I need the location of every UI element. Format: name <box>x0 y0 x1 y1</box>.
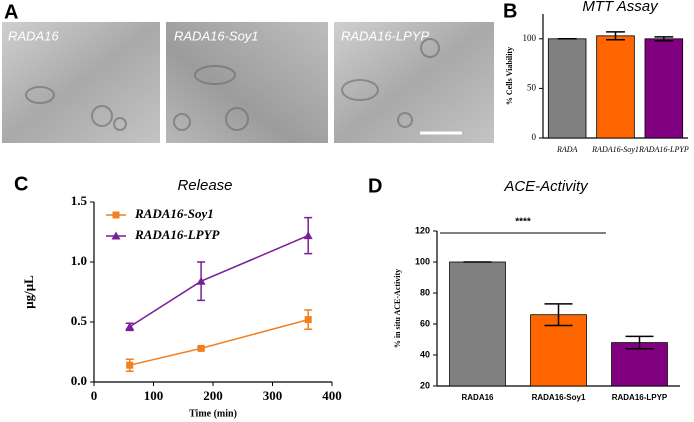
bar <box>547 38 587 139</box>
x-tick-label: 100 <box>144 388 164 403</box>
error-bar <box>544 303 573 327</box>
y-axis-label: % Cells Viability <box>505 47 514 105</box>
chart-title: Release <box>177 177 232 194</box>
y-axis-label: % in situ ACE-Activity <box>393 269 402 348</box>
y-tick-label: 50 <box>527 82 537 92</box>
error-bar <box>625 335 654 350</box>
cell-outlines <box>25 38 440 131</box>
y-axis-label: μg/μL <box>21 275 36 309</box>
x-tick-label: 200 <box>203 388 223 403</box>
x-tick-label: 0 <box>91 388 98 403</box>
marker <box>197 344 205 352</box>
legend-marker <box>111 231 121 240</box>
x-tick-label: RADA <box>556 145 578 154</box>
y-tick-label: 60 <box>420 318 430 328</box>
micrograph <box>334 22 494 143</box>
y-tick-label: 0 <box>532 132 537 142</box>
panel-label: A <box>4 1 18 23</box>
marker <box>196 276 206 285</box>
marker <box>126 361 134 369</box>
y-tick-label: 0.5 <box>71 313 88 328</box>
chart-title: MTT Assay <box>582 0 659 15</box>
bar <box>644 38 684 139</box>
chart-title: ACE-Activity <box>503 178 589 195</box>
bar <box>530 314 587 387</box>
x-axis-label: Time (min) <box>189 408 237 419</box>
y-tick-label: 20 <box>420 380 430 390</box>
x-tick-label: 400 <box>322 388 342 403</box>
marker <box>125 322 135 331</box>
y-tick-label: 1.5 <box>71 193 88 208</box>
y-tick-label: 100 <box>415 256 430 266</box>
y-tick-label: 0.0 <box>71 373 87 388</box>
legend-label: RADA16-Soy1 <box>134 206 214 221</box>
series-line <box>129 234 309 328</box>
panel-label: C <box>14 173 28 195</box>
x-tick-label: RADA16 <box>461 393 494 402</box>
y-tick-label: 1.0 <box>71 253 87 268</box>
x-tick-label: RADA16-LPYP <box>638 145 689 154</box>
image-label: RADA16-Soy1 <box>174 28 259 43</box>
panel-label: D <box>368 175 382 197</box>
bar <box>449 261 506 387</box>
x-tick-label: RADA16-Soy1 <box>532 393 586 402</box>
series-line <box>129 318 309 366</box>
marker <box>303 231 313 240</box>
y-tick-label: 100 <box>523 33 537 43</box>
error-bar <box>606 31 625 41</box>
x-tick-label: RADA16-Soy1 <box>591 145 639 154</box>
y-tick-label: 80 <box>420 287 430 297</box>
x-tick-label: 300 <box>263 388 283 403</box>
legend-marker <box>112 211 120 219</box>
image-label: RADA16 <box>8 28 59 43</box>
image-label: RADA16-LPYP <box>341 28 429 43</box>
micrograph <box>2 22 160 143</box>
bar <box>611 342 668 387</box>
legend-label: RADA16-LPYP <box>134 227 221 242</box>
annotation: **** <box>515 217 531 228</box>
y-tick-label: 40 <box>420 349 430 359</box>
bar <box>596 35 635 139</box>
marker <box>304 316 312 324</box>
y-tick-label: 120 <box>415 225 430 235</box>
panel-label: B <box>503 0 517 22</box>
error-bar <box>654 36 674 42</box>
x-tick-label: RADA16-LPYP <box>612 393 668 402</box>
